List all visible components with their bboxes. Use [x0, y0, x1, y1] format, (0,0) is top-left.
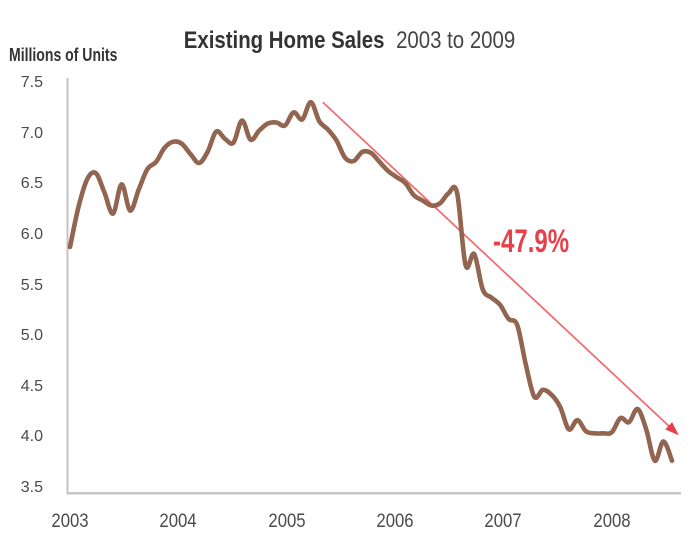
y-tick-label: 3.5 [20, 479, 43, 496]
y-tick-label: 7.0 [20, 124, 43, 142]
y-tick-label: 4.5 [20, 377, 43, 395]
y-tick-label: 5.0 [20, 327, 43, 345]
trend-arrow-line [322, 101, 672, 429]
chart-title-main: Existing Home Sales [183, 27, 385, 54]
x-tick-label: 2008 [592, 511, 631, 532]
x-tick-label: 2006 [376, 511, 414, 532]
sales-line [67, 99, 675, 464]
decline-annotation: -47.9% [493, 222, 570, 259]
chart-title: Existing Home Sales 2003 to 2009 [52, 27, 646, 55]
x-tick-label: 2005 [267, 511, 306, 532]
y-axis-title: Millions of Units [9, 45, 118, 65]
x-tick-label: 2007 [484, 511, 522, 532]
trend-arrowhead [665, 422, 679, 436]
y-tick-label: 6.0 [20, 225, 43, 243]
y-tick-label: 6.5 [20, 175, 43, 193]
y-tick-label: 5.5 [20, 276, 43, 294]
y-tick-label: 4.0 [20, 428, 43, 446]
chart-title-range: 2003 to 2009 [396, 27, 516, 54]
x-tick-label: 2003 [51, 511, 89, 532]
y-tick-label: 7.5 [20, 74, 43, 91]
x-tick-label: 2004 [159, 511, 197, 532]
